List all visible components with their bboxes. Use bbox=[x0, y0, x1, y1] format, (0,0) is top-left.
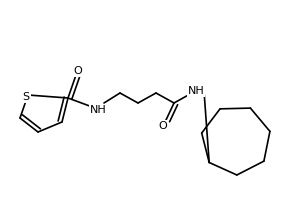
Text: O: O bbox=[74, 66, 82, 76]
Text: NH: NH bbox=[188, 86, 204, 96]
Text: S: S bbox=[22, 92, 30, 102]
Text: NH: NH bbox=[90, 105, 106, 115]
Text: O: O bbox=[159, 121, 167, 131]
